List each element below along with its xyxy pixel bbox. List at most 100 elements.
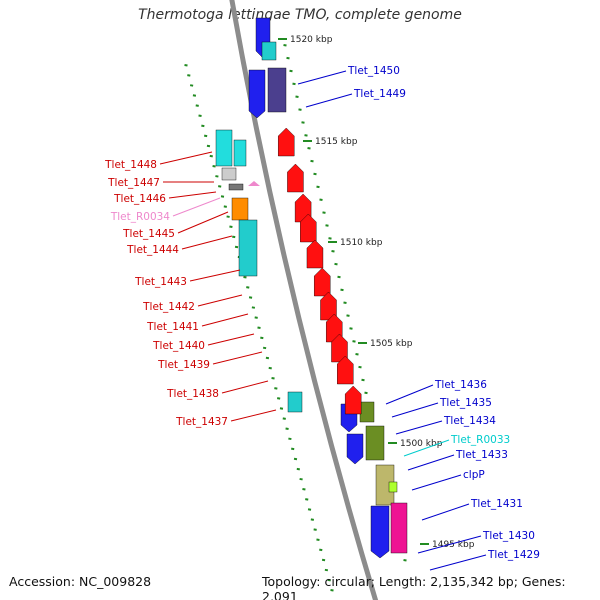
inner-tick-mark [299,477,303,481]
inner-tick-mark [274,387,278,390]
outer-tick-mark [337,275,341,279]
outer-tick-mark [322,211,326,214]
reverse-gene-label: Tlet_1448 [104,159,157,171]
rna-feature-mark [248,181,260,186]
outer-tick-mark [286,56,290,60]
outer-tick-mark [310,159,314,163]
outer-tick-mark [289,69,293,73]
forward-gene-leader [411,474,462,491]
forward-gene-box [267,67,287,113]
inner-tick-mark [324,568,329,572]
outer-tick-mark [328,237,332,240]
forward-gene-box [390,502,408,554]
outer-tick-mark [316,185,320,189]
outer-tick-mark [355,353,359,356]
reverse-gene-box [221,167,237,181]
outer-tick-mark [346,314,350,317]
forward-gene-leader [429,554,487,571]
forward-gene-label: Tlet_1435 [439,397,492,409]
inner-tick-mark [302,488,306,491]
forward-gene-label: Tlet_1434 [443,415,496,427]
reverse-gene-box [233,139,247,167]
outer-tick-mark [364,391,368,395]
forward-gene-box [261,41,277,61]
kbp-tick-label: 1510 kbp [340,238,383,248]
reverse-gene-arrow [331,333,348,363]
inner-tick-mark [195,104,199,107]
forward-gene-label: Tlet_R0033 [450,434,510,446]
inner-tick-mark [307,508,312,511]
reverse-gene-leader [207,333,255,346]
reverse-gene-leader [197,294,243,307]
inner-tick-mark [276,397,281,400]
kbp-tick-label: 1495 kbp [432,540,475,550]
map-title: Thermotoga lettingae TMO, complete genom… [138,7,462,23]
forward-gene-label: Tlet_1430 [482,530,535,542]
inner-tick-mark [282,417,286,420]
inner-tick-mark [310,518,315,521]
reverse-gene-label: Tlet_1447 [107,177,160,189]
kbp-tick-label: 1520 kbp [290,35,333,45]
forward-gene-leader [417,535,482,554]
outer-tick-mark [313,172,317,176]
reverse-gene-arrow [306,239,324,269]
reverse-gene-label: Tlet_1439 [157,359,210,371]
reverse-gene-leader [168,191,217,199]
reverse-gene-leader [159,151,213,165]
reverse-gene-label: Tlet_1442 [142,301,195,313]
inner-tick-mark [262,346,267,350]
outer-tick-mark [307,147,311,150]
inner-tick-mark [201,124,205,128]
inner-tick-mark [316,538,320,542]
forward-gene-leader [403,439,450,457]
forward-gene-box [359,401,375,423]
reverse-gene-leader [177,211,229,234]
inner-tick-mark [220,195,225,198]
inner-tick-mark [265,356,270,360]
topology-text: Topology: circular; Length: 2,135,342 bp… [262,574,566,600]
forward-gene-label: Tlet_1429 [487,549,540,561]
inner-tick-mark [232,235,236,239]
inner-tick-mark [206,144,211,148]
outer-tick-mark [343,301,347,304]
forward-gene-arrow [370,505,390,559]
inner-tick-mark [246,286,250,289]
forward-gene-label: Tlet_1431 [470,498,523,510]
inner-tick-mark [243,276,247,279]
forward-gene-box [365,425,385,461]
outer-tick-mark [349,327,353,330]
reverse-gene-arrow [320,291,337,321]
reverse-gene-leader [212,351,263,365]
inner-tick-mark [271,376,275,380]
reverse-gene-arrow [300,213,317,243]
inner-tick-mark [251,306,256,309]
outer-tick-mark [319,198,323,201]
forward-gene-arrow [346,433,364,465]
inner-tick-mark [319,548,323,552]
reverse-gene-label: Tlet_1440 [152,340,205,352]
reverse-gene-label: Tlet_1441 [146,321,199,333]
reverse-gene-leader [230,409,277,422]
inner-tick-mark [293,457,298,461]
outer-tick-mark [340,288,344,292]
forward-gene-label: Tlet_1436 [434,379,487,391]
reverse-gene-label: Tlet_1438 [166,388,219,400]
reverse-gene-arrow [278,127,295,157]
reverse-gene-label: Tlet_1443 [134,276,187,288]
inner-tick-mark [254,316,258,319]
inner-tick-mark [192,94,197,97]
reverse-gene-box [231,197,249,221]
outer-tick-mark [334,262,338,266]
reverse-gene-label: Tlet_R0034 [110,211,170,223]
reverse-gene-arrow [344,385,362,415]
outer-tick-mark [325,224,329,227]
inner-tick-mark [313,528,317,531]
outer-tick-mark [361,378,365,382]
inner-tick-mark [212,164,216,168]
backbone-line [229,0,379,600]
forward-gene-label: clpP [463,469,485,481]
inner-tick-mark [327,578,331,582]
inner-tick-mark [248,296,253,299]
inner-tick-mark [305,498,309,501]
